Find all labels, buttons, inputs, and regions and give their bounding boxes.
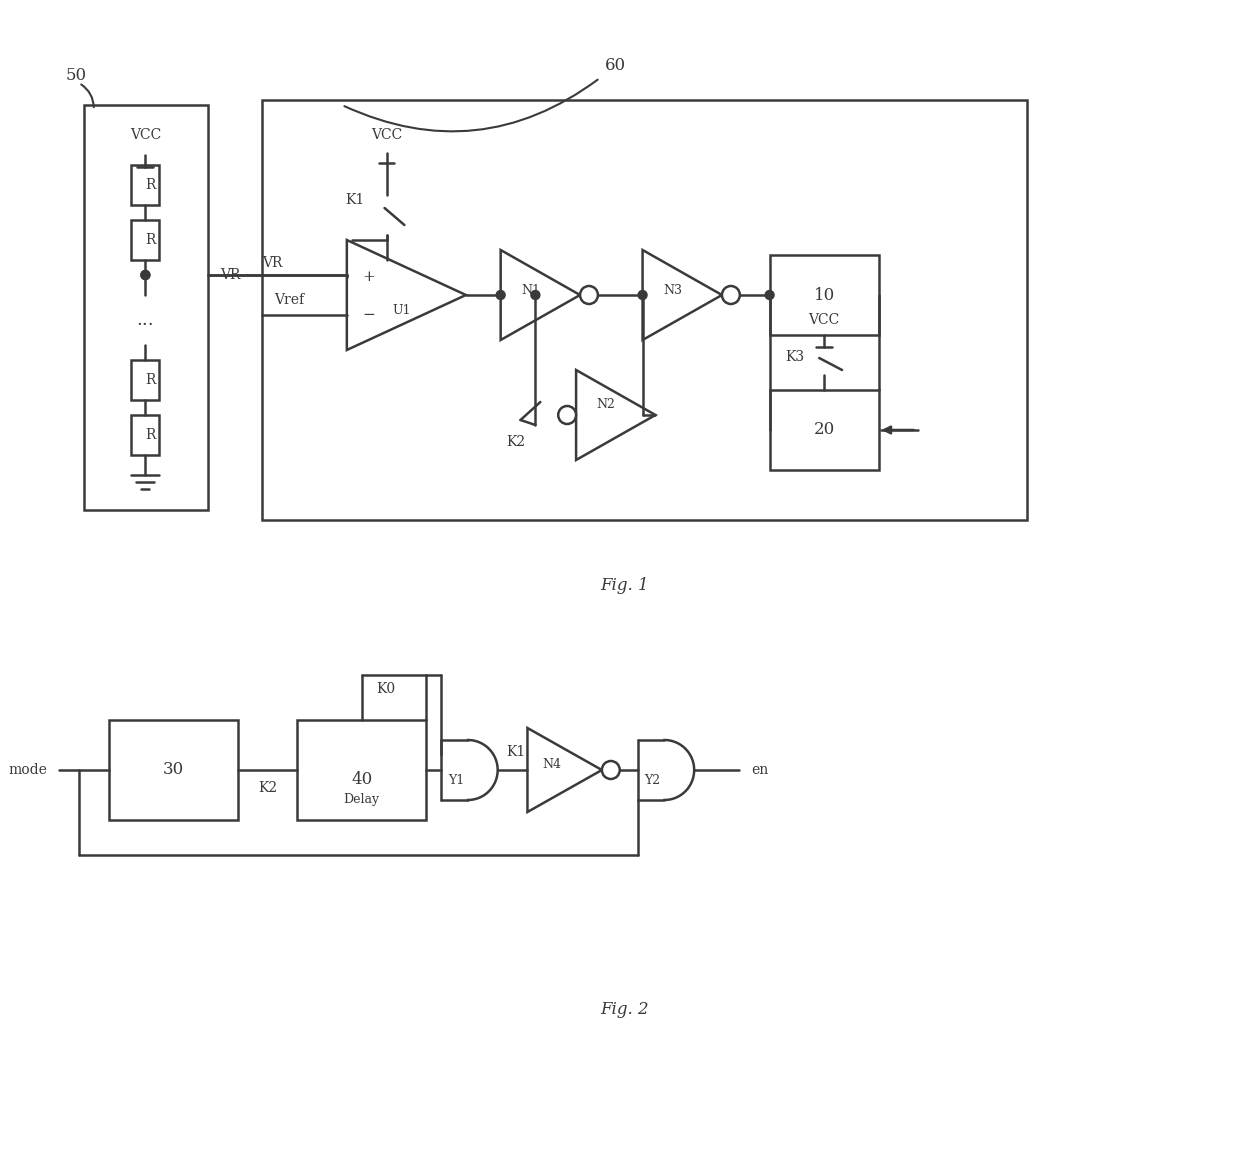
Circle shape — [722, 286, 740, 304]
Text: Vref: Vref — [274, 293, 305, 307]
Text: 30: 30 — [162, 761, 184, 779]
Text: 50: 50 — [66, 66, 87, 84]
Text: N1: N1 — [521, 284, 539, 297]
Bar — [770, 390, 879, 470]
Text: ...: ... — [136, 311, 154, 329]
Text: Fig. 2: Fig. 2 — [600, 1001, 649, 1018]
Text: Delay: Delay — [343, 794, 379, 807]
Text: K1: K1 — [346, 193, 365, 207]
Text: 20: 20 — [813, 421, 835, 439]
Bar — [131, 416, 159, 455]
Circle shape — [141, 270, 150, 279]
Text: 10: 10 — [813, 286, 835, 304]
Text: VCC: VCC — [371, 128, 402, 142]
Circle shape — [580, 286, 598, 304]
Bar — [131, 165, 159, 205]
Text: N4: N4 — [543, 759, 562, 772]
Bar — [263, 100, 1027, 520]
Text: VCC: VCC — [130, 128, 161, 142]
Text: Y2: Y2 — [645, 774, 661, 787]
Text: 60: 60 — [605, 57, 626, 73]
Text: VCC: VCC — [808, 313, 839, 327]
Bar — [131, 220, 159, 260]
Text: K1: K1 — [506, 745, 526, 759]
Text: K0: K0 — [377, 682, 396, 696]
Text: U1: U1 — [392, 304, 410, 317]
Text: mode: mode — [9, 762, 47, 778]
Circle shape — [531, 291, 539, 299]
Text: N3: N3 — [663, 284, 682, 297]
Text: −: − — [362, 308, 374, 322]
Text: en: en — [751, 762, 769, 778]
Text: R: R — [145, 428, 155, 442]
Bar — [131, 360, 159, 400]
Bar — [109, 721, 238, 819]
Text: K2: K2 — [506, 435, 525, 449]
Circle shape — [141, 270, 150, 279]
Circle shape — [558, 406, 577, 424]
Text: R: R — [145, 372, 155, 386]
Text: +: + — [362, 270, 374, 284]
Bar — [84, 105, 208, 510]
Circle shape — [765, 291, 774, 299]
Text: K3: K3 — [785, 350, 805, 364]
Bar — [770, 255, 879, 335]
Text: VR: VR — [263, 256, 283, 270]
Text: 40: 40 — [351, 772, 372, 788]
Text: VR: VR — [219, 268, 241, 282]
Circle shape — [639, 291, 647, 299]
Text: R: R — [145, 233, 155, 247]
Bar — [298, 721, 427, 819]
Text: Fig. 1: Fig. 1 — [600, 576, 649, 594]
Circle shape — [496, 291, 505, 299]
Text: Y1: Y1 — [448, 774, 464, 787]
Text: R: R — [145, 178, 155, 192]
Text: N2: N2 — [596, 398, 615, 412]
Text: K2: K2 — [258, 781, 277, 795]
Circle shape — [601, 761, 620, 779]
